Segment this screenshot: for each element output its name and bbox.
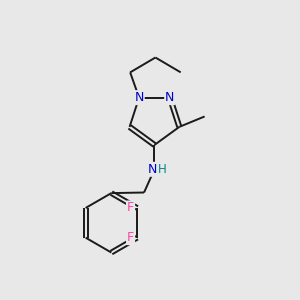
Text: N: N: [134, 91, 144, 104]
Text: F: F: [127, 231, 134, 244]
Text: N: N: [147, 163, 157, 176]
Text: H: H: [158, 163, 166, 176]
Text: F: F: [127, 202, 134, 214]
Text: N: N: [165, 91, 175, 104]
